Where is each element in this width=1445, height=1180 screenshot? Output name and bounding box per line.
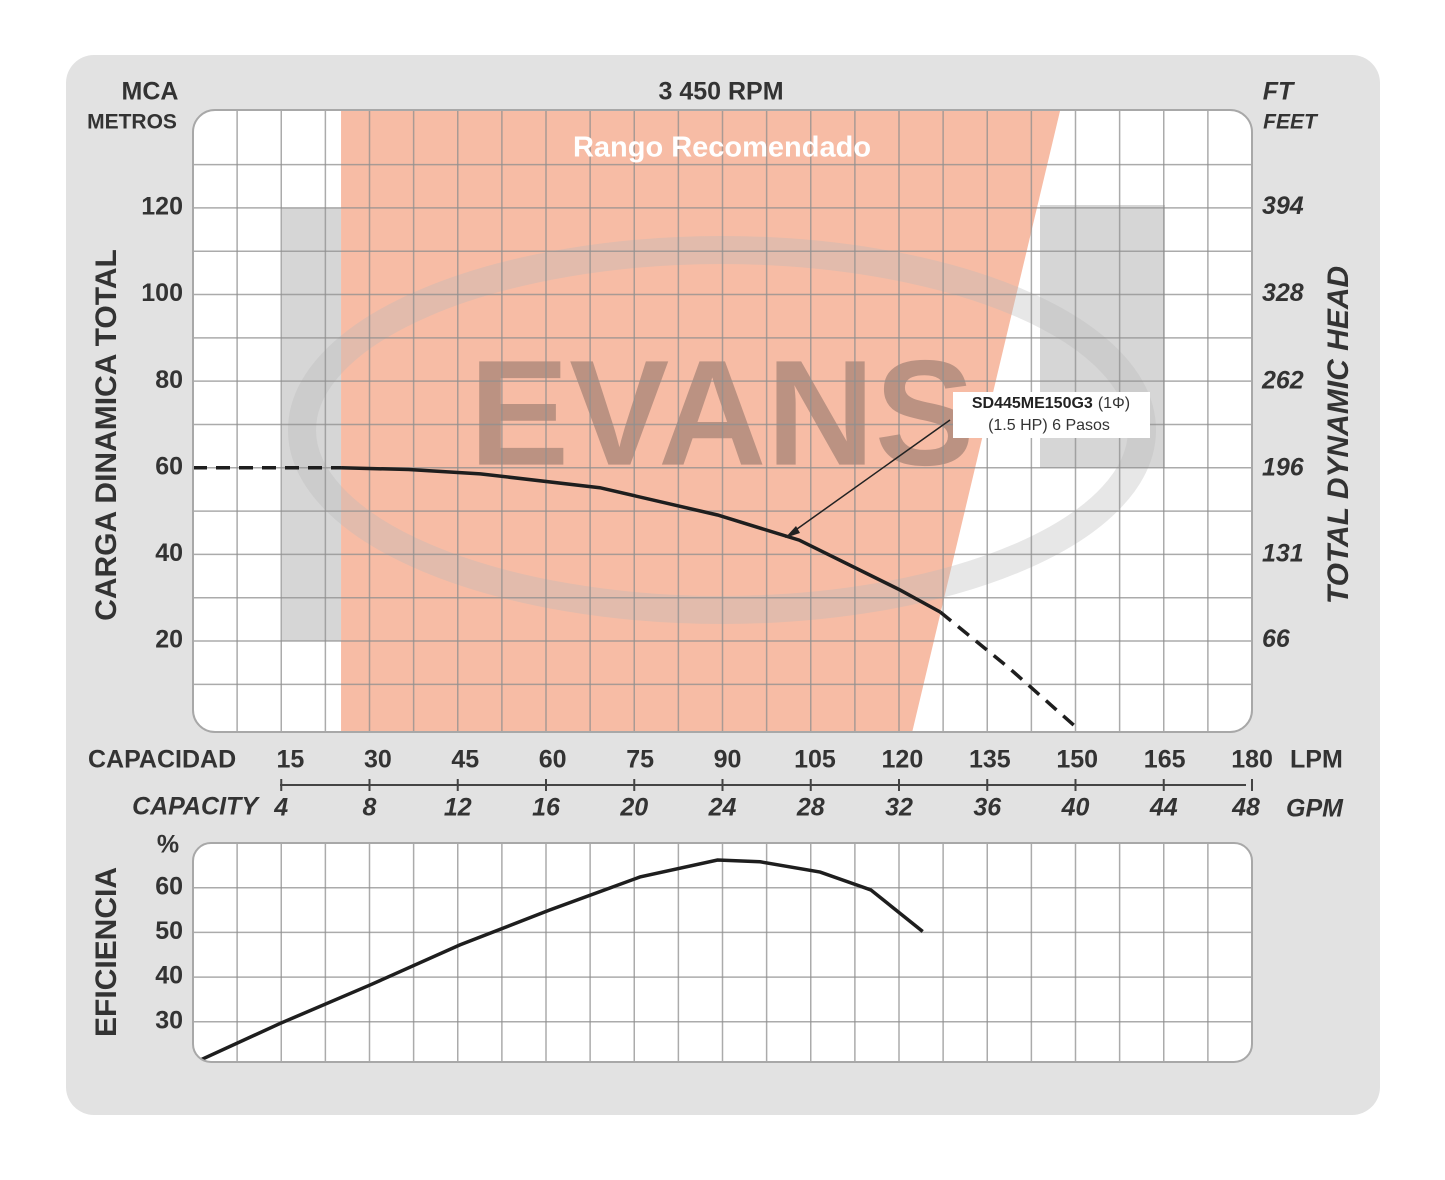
y-tick-label: 60 bbox=[155, 452, 183, 480]
model: SD445ME150G3 bbox=[972, 395, 1093, 412]
y2-unit-sub: FEET bbox=[1263, 111, 1319, 134]
chart-title: 3 450 RPM bbox=[658, 78, 783, 106]
y-axis-title: EFICIENCIA bbox=[90, 867, 123, 1037]
x2-tick-label: 40 bbox=[1061, 794, 1090, 822]
y-unit: % bbox=[157, 831, 179, 859]
annotation: SD445ME150G3 (1Φ) bbox=[972, 395, 1130, 412]
y2-tick-label: 394 bbox=[1262, 192, 1304, 220]
y-tick-label: 60 bbox=[155, 872, 183, 900]
x2-tick-label: 24 bbox=[708, 794, 737, 822]
x-tick-label: 165 bbox=[1144, 746, 1186, 774]
x2-tick-label: 16 bbox=[532, 794, 561, 822]
y2-tick-label: 66 bbox=[1262, 625, 1291, 653]
x-unit: LPM bbox=[1290, 746, 1343, 774]
y2-tick-label: 328 bbox=[1262, 279, 1304, 307]
x-tick-label: 105 bbox=[794, 746, 836, 774]
range-label: Rango Recomendado bbox=[573, 132, 871, 164]
y-tick-label: 120 bbox=[141, 193, 183, 221]
recommended-range bbox=[341, 110, 1061, 732]
y2-tick-label: 262 bbox=[1261, 366, 1304, 394]
plot-border bbox=[192, 842, 1253, 1063]
annotation-detail: (1.5 HP) 6 Pasos bbox=[988, 417, 1110, 434]
y-axis-title: CARGA DINAMICA TOTAL bbox=[90, 249, 123, 621]
x2-tick-label: 28 bbox=[796, 794, 825, 822]
y-tick-label: 20 bbox=[155, 626, 183, 654]
curve bbox=[199, 858, 924, 1062]
annotation-arrow bbox=[789, 419, 951, 535]
y2-tick-label: 196 bbox=[1262, 453, 1305, 481]
x-tick-label: 90 bbox=[714, 746, 742, 774]
plot-bottom bbox=[193, 843, 1252, 1062]
curve bbox=[939, 610, 1078, 729]
annotation-box bbox=[953, 392, 1150, 438]
y-tick-label: 50 bbox=[155, 917, 183, 945]
y-tick-label: 30 bbox=[155, 1006, 183, 1034]
y-unit-sub: METROS bbox=[87, 111, 177, 134]
x-tick-label: 45 bbox=[451, 746, 479, 774]
x-tick-label: 120 bbox=[882, 746, 924, 774]
plot-border bbox=[192, 109, 1253, 733]
x2-unit: GPM bbox=[1286, 795, 1344, 823]
x2-tick-label: 44 bbox=[1149, 794, 1178, 822]
x2-tick-label: 12 bbox=[444, 794, 472, 822]
y2-axis-title: TOTAL DYNAMIC HEAD bbox=[1322, 266, 1355, 604]
x2-tick-label: 32 bbox=[885, 794, 913, 822]
x-axis-title: CAPACIDAD bbox=[88, 746, 236, 774]
y-tick-label: 80 bbox=[155, 366, 183, 394]
phase: (1Φ) bbox=[1098, 395, 1130, 412]
x-tick-label: 135 bbox=[969, 746, 1011, 774]
x2-tick-label: 36 bbox=[973, 794, 1002, 822]
x-tick-label: 75 bbox=[626, 746, 654, 774]
arrow-head bbox=[785, 526, 800, 538]
x2-tick-label: 48 bbox=[1231, 794, 1260, 822]
x2-tick-label: 4 bbox=[273, 794, 288, 822]
x-tick-label: 30 bbox=[364, 746, 392, 774]
curve bbox=[340, 466, 942, 614]
x2-axis-title: CAPACITY bbox=[132, 793, 260, 821]
y2-unit: FT bbox=[1263, 78, 1296, 106]
x-tick-label: 60 bbox=[539, 746, 567, 774]
x-tick-label: 150 bbox=[1056, 746, 1098, 774]
x2-tick-label: 20 bbox=[619, 794, 648, 822]
x2-tick-label: 8 bbox=[363, 794, 377, 822]
x-tick-label: 180 bbox=[1231, 746, 1273, 774]
x-tick-label: 15 bbox=[277, 746, 305, 774]
y-tick-label: 100 bbox=[141, 279, 183, 307]
y-unit: MCA bbox=[122, 78, 179, 106]
y2-tick-label: 131 bbox=[1262, 539, 1304, 567]
y-tick-label: 40 bbox=[155, 962, 183, 990]
y-tick-label: 40 bbox=[155, 539, 183, 567]
